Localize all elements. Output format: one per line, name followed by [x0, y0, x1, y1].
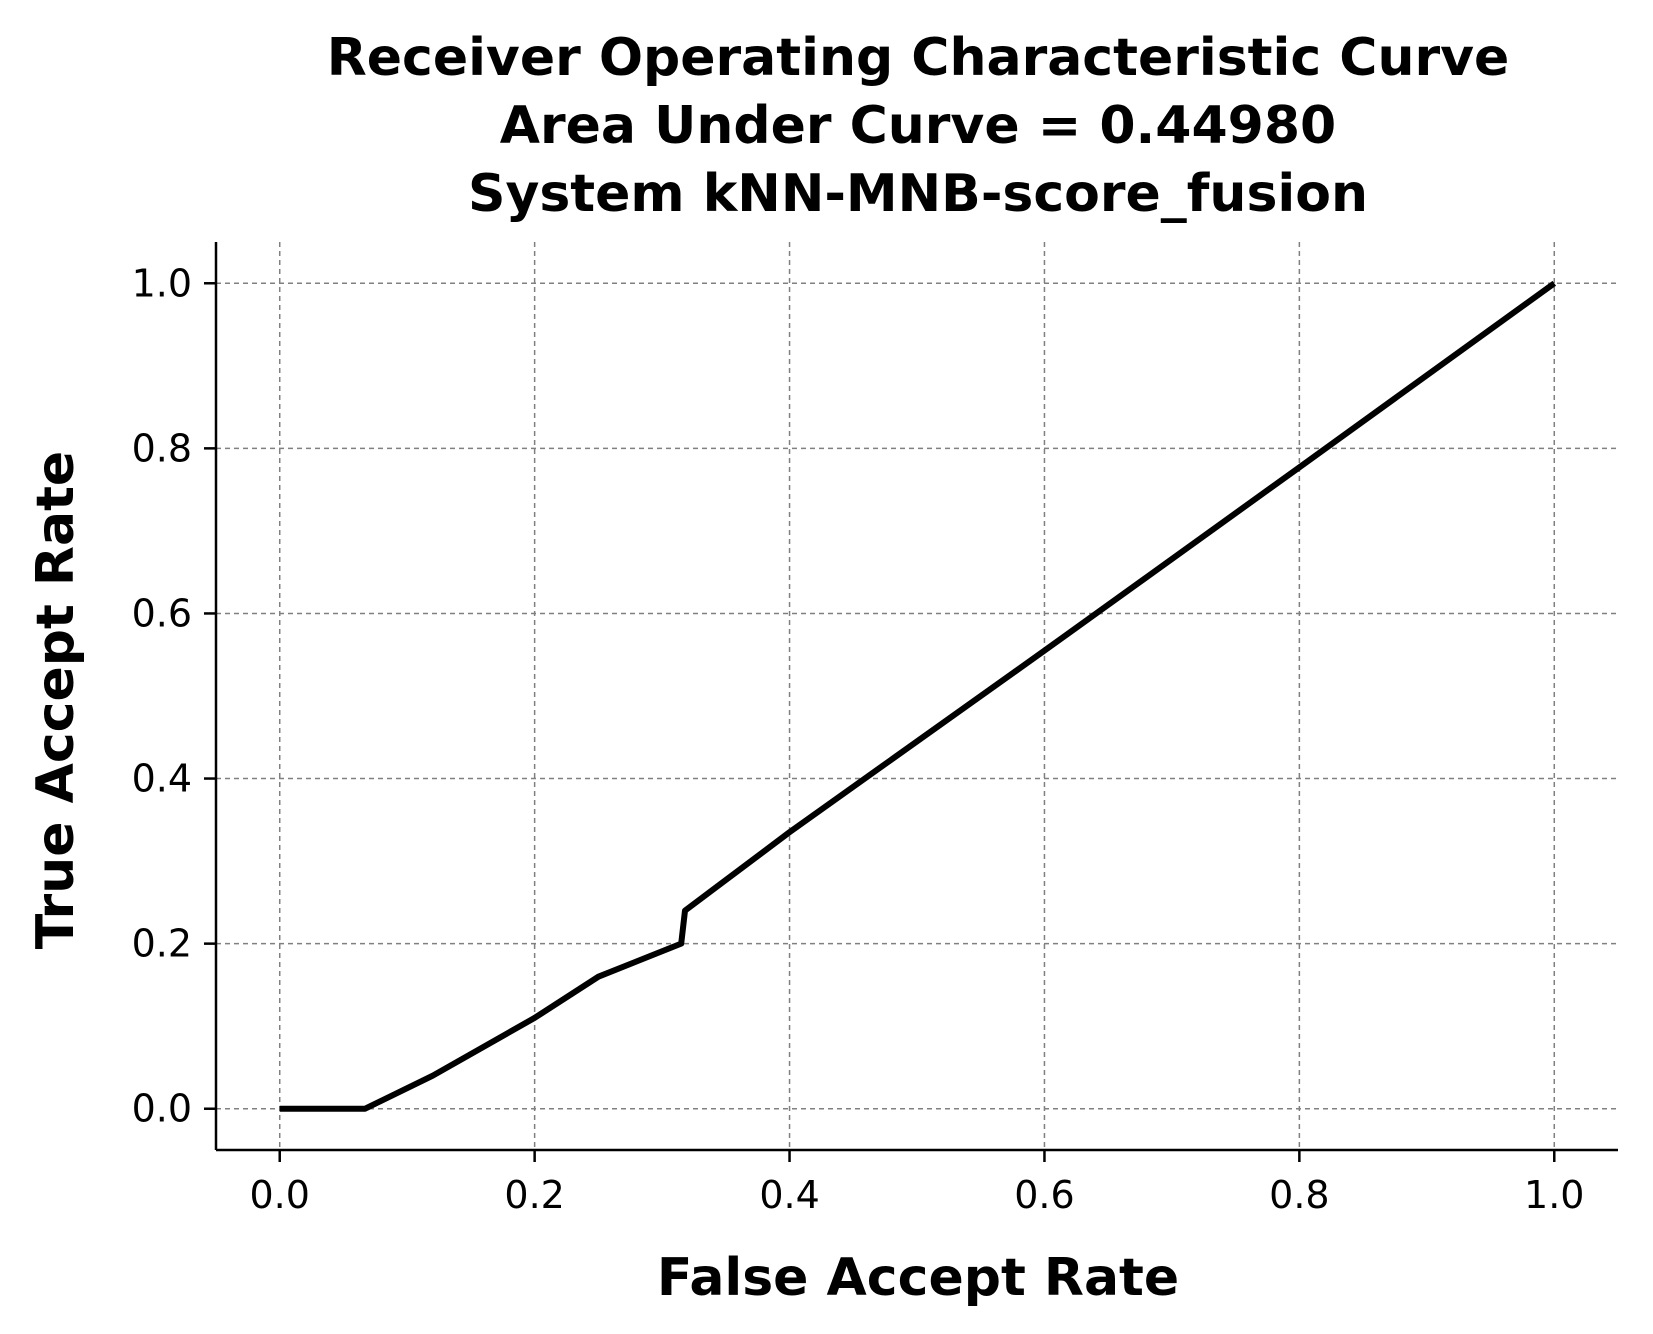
y-tick-label: 0.6 — [132, 591, 192, 635]
x-axis-label: False Accept Rate — [657, 1248, 1179, 1308]
title-line-2: Area Under Curve = 0.44980 — [500, 96, 1336, 156]
y-axis-label: True Accept Rate — [26, 451, 86, 949]
title-line-1: Receiver Operating Characteristic Curve — [327, 28, 1510, 88]
y-tick-label: 0.8 — [132, 426, 192, 470]
y-tick-label: 1.0 — [132, 261, 192, 305]
y-tick-label: 0.2 — [132, 922, 192, 966]
x-tick-label: 0.6 — [1014, 1173, 1074, 1217]
x-tick-label: 0.8 — [1269, 1173, 1329, 1217]
x-ticks: 0.0 0.2 0.4 0.6 0.8 1.0 — [250, 1150, 1584, 1217]
title-line-3: System kNN-MNB-score_fusion — [468, 164, 1368, 224]
axes-spines — [214, 242, 1618, 1152]
y-ticks: 0.0 0.2 0.4 0.6 0.8 1.0 — [132, 261, 216, 1131]
x-tick-label: 0.2 — [504, 1173, 564, 1217]
y-tick-label: 0.4 — [132, 757, 192, 801]
x-tick-label: 0.0 — [250, 1173, 310, 1217]
chart-title: Receiver Operating Characteristic Curve … — [327, 28, 1510, 224]
series-group — [279, 280, 1557, 1112]
y-tick-label: 0.0 — [132, 1087, 192, 1131]
grid — [216, 242, 1618, 1150]
x-tick-label: 0.4 — [759, 1173, 819, 1217]
roc-curve-line — [279, 280, 1557, 1112]
x-tick-label: 1.0 — [1524, 1173, 1584, 1217]
